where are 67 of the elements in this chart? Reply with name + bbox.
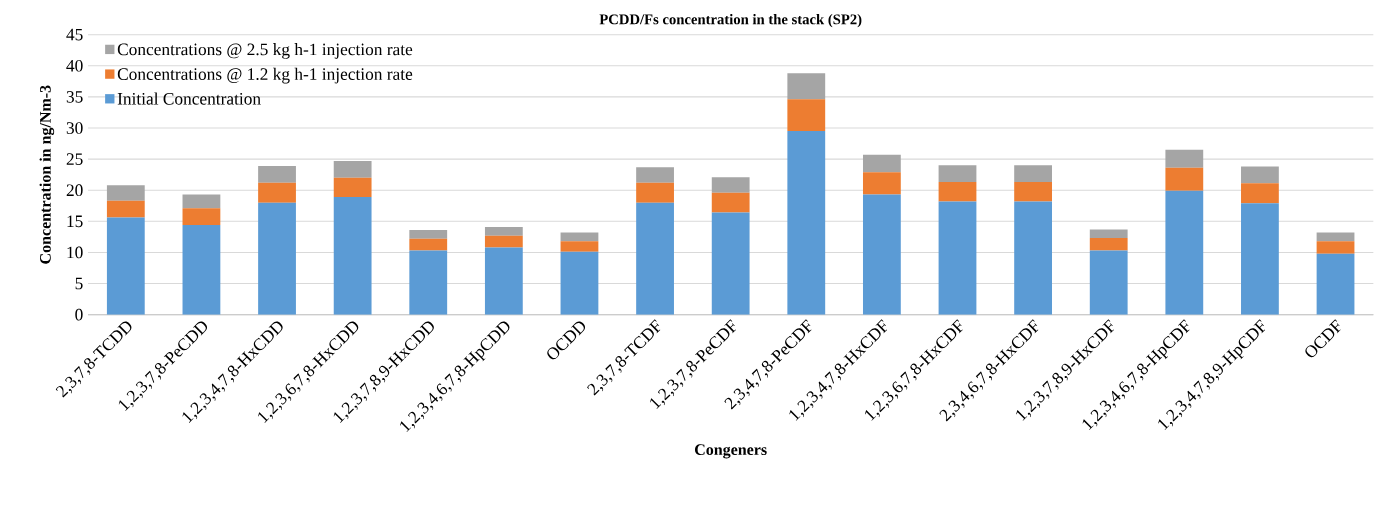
y-tick-label: 10 [67, 246, 83, 259]
bar [1241, 183, 1279, 204]
bar [106, 185, 145, 201]
bar [1014, 201, 1053, 315]
bar [636, 167, 674, 183]
bar [1316, 253, 1355, 315]
y-tick-label: 25 [66, 153, 83, 165]
bar [862, 172, 901, 195]
bar [106, 200, 145, 218]
bar [1089, 238, 1128, 251]
bar [938, 182, 977, 202]
bar [258, 202, 296, 315]
y-axis-title: Concentration in ng/Nm-3 [39, 85, 55, 264]
bar [258, 165, 296, 183]
bar [484, 226, 523, 236]
x-axis-title: Congeners [695, 444, 767, 459]
bar [938, 165, 977, 183]
bar [560, 251, 599, 315]
bar [333, 177, 372, 198]
bar [560, 232, 599, 242]
bar [1316, 241, 1355, 254]
bar [1241, 203, 1279, 315]
legend-label: Concentrations @ 2.5 kg h-1 injection rate [117, 43, 413, 59]
bar [787, 73, 826, 100]
bar [1165, 167, 1204, 191]
chart-title: PCDD/Fs concentration in the stack (SP2) [599, 14, 862, 28]
bar [1089, 229, 1128, 239]
bar [1014, 165, 1053, 183]
bar [106, 217, 145, 315]
bar [1089, 250, 1128, 315]
bar [711, 212, 750, 315]
y-tick-label: 45 [66, 28, 83, 41]
y-tick-label: 15 [67, 215, 83, 228]
bar [484, 247, 523, 315]
bar [333, 197, 372, 315]
bar [1014, 182, 1053, 202]
bar [1165, 190, 1204, 315]
bar [938, 201, 977, 315]
bar [862, 154, 901, 173]
bar [1165, 149, 1204, 168]
bar [182, 225, 221, 315]
bar [787, 131, 826, 315]
bar [1316, 232, 1355, 242]
bar [409, 230, 448, 239]
y-tick-label: 40 [66, 59, 83, 72]
bar [1241, 166, 1279, 184]
bar [409, 250, 448, 315]
legend-label: Initial Concentration [117, 92, 261, 105]
bar [711, 177, 750, 193]
bar [333, 160, 372, 178]
bar [636, 202, 674, 315]
bar [484, 235, 523, 248]
bar [560, 241, 599, 252]
bar [711, 192, 750, 213]
y-tick-label: 5 [75, 277, 83, 290]
bar [636, 182, 674, 203]
bar [182, 208, 221, 226]
bar [409, 238, 448, 251]
bar [258, 182, 296, 203]
y-tick-label: 0 [75, 308, 83, 321]
y-tick-label: 20 [66, 184, 83, 197]
legend-label: Concentrations @ 1.2 kg h-1 injection rate [117, 67, 413, 84]
y-tick-label: 30 [66, 122, 83, 134]
bar [787, 99, 826, 132]
y-tick-label: 35 [66, 91, 83, 103]
bar [862, 194, 901, 315]
bar [182, 194, 221, 209]
